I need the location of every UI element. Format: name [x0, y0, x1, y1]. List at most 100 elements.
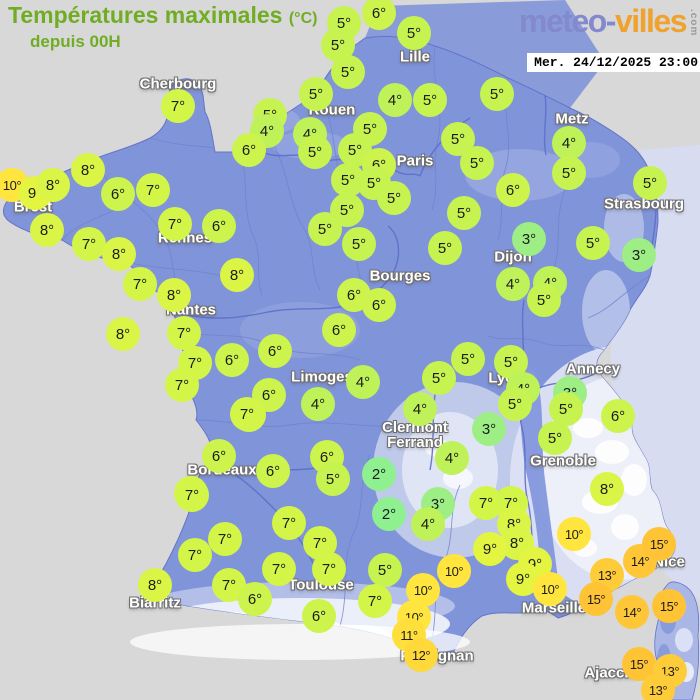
city-label: Grenoble — [530, 452, 596, 470]
temp-bubble: 7° — [136, 173, 170, 207]
temp-bubble: 5° — [397, 16, 431, 50]
temp-bubble: 5° — [451, 342, 485, 376]
temp-bubble: 4° — [496, 267, 530, 301]
temp-bubble: 13° — [641, 673, 675, 700]
temp-bubble: 5° — [480, 77, 514, 111]
city-label: Marseille — [521, 599, 587, 617]
temp-bubble: 7° — [178, 538, 212, 572]
temp-bubble: 7° — [272, 506, 306, 540]
temp-bubble: 10° — [437, 554, 471, 588]
temp-bubble: 9° — [506, 562, 540, 596]
temp-bubble: 8° — [30, 213, 64, 247]
temp-bubble: 9° — [473, 532, 507, 566]
temp-bubble: 4° — [403, 392, 437, 426]
temp-bubble: 2° — [372, 497, 406, 531]
temp-bubble: 5° — [368, 553, 402, 587]
city-label: Annecy — [565, 360, 621, 378]
temp-bubble: 6° — [362, 0, 396, 30]
temp-bubble: 5° — [527, 283, 561, 317]
temp-bubble: 5° — [498, 387, 532, 421]
temp-bubble: 6° — [322, 313, 356, 347]
city-label: Strasbourg — [603, 195, 685, 213]
temp-bubble: 8° — [36, 168, 70, 202]
neighbour-land-east — [610, 145, 700, 600]
temp-bubble: 14° — [615, 595, 649, 629]
page-title: Températures maximales (°C) — [8, 2, 317, 29]
temp-bubble: 3° — [472, 412, 506, 446]
temp-bubble: 4° — [301, 387, 335, 421]
temp-bubble: 5° — [538, 421, 572, 455]
temp-bubble: 4° — [411, 507, 445, 541]
temp-bubble: 5° — [549, 392, 583, 426]
temp-bubble: 5° — [460, 146, 494, 180]
temp-bubble: 3° — [622, 238, 656, 272]
temp-bubble: 5° — [308, 212, 342, 246]
temp-bubble: 5° — [633, 166, 667, 200]
temp-bubble: 6° — [256, 454, 290, 488]
temp-bubble: 2° — [362, 457, 396, 491]
temp-bubble: 6° — [496, 173, 530, 207]
temp-bubble: 10° — [557, 517, 591, 551]
temp-bubble: 7° — [167, 316, 201, 350]
temp-bubble: 4° — [435, 441, 469, 475]
page-title-unit: (°C) — [288, 10, 318, 27]
temp-bubble: 5° — [298, 135, 332, 169]
temp-bubble: 6° — [302, 599, 336, 633]
temp-bubble: 7° — [161, 89, 195, 123]
temp-bubble: 7° — [312, 552, 346, 586]
temp-bubble: 5° — [413, 83, 447, 117]
city-label: Biarritz — [129, 594, 181, 612]
temp-bubble: 7° — [208, 522, 242, 556]
temp-bubble: 5° — [377, 181, 411, 215]
temp-bubble: 7° — [175, 478, 209, 512]
temp-bubble: 8° — [102, 237, 136, 271]
city-label: Lille — [399, 48, 431, 66]
temp-bubble: 6° — [601, 399, 635, 433]
temp-bubble: 5° — [357, 166, 391, 200]
temp-bubble: 7° — [262, 552, 296, 586]
temp-bubble: 5° — [422, 361, 456, 395]
temp-bubble: 7° — [230, 397, 264, 431]
temp-bubble: 4° — [552, 126, 586, 160]
datetime-box: Mer. 24/12/2025 23:00 — [527, 53, 700, 72]
page-subtitle: depuis 00H — [30, 32, 121, 51]
temp-bubble: 10° — [533, 572, 567, 606]
logo-villes-text: villes — [614, 3, 688, 39]
temp-bubble: 15° — [579, 582, 613, 616]
temp-bubble: 8° — [590, 472, 624, 506]
temp-bubble: 6° — [258, 334, 292, 368]
temp-bubble: 8° — [71, 153, 105, 187]
temp-bubble: 5° — [342, 227, 376, 261]
temp-bubble: 5° — [299, 77, 333, 111]
logo-meteo-text: meteo- — [519, 3, 616, 39]
temp-bubble: 4° — [378, 83, 412, 117]
meteo-villes-logo[interactable]: meteo-villes .com — [519, 3, 699, 40]
temp-bubble: 5° — [316, 462, 350, 496]
temp-bubble: 8° — [106, 317, 140, 351]
temp-bubble: 8° — [220, 258, 254, 292]
temp-bubble: 6° — [202, 439, 236, 473]
temp-bubble: 8° — [157, 278, 191, 312]
temp-bubble: 12° — [404, 638, 438, 672]
city-label: Limoges — [291, 368, 353, 386]
temp-bubble: 4° — [250, 114, 284, 148]
temp-bubble: 7° — [165, 368, 199, 402]
page-title-text: Températures maximales — [8, 2, 283, 28]
temp-bubble: 5° — [331, 55, 365, 89]
temp-bubble: 8° — [138, 568, 172, 602]
temp-bubble: 7° — [158, 207, 192, 241]
city-label: Clermont Ferrand — [382, 419, 448, 451]
title-block: Températures maximales (°C) depuis 00H — [8, 2, 317, 52]
temp-bubble: 5° — [428, 231, 462, 265]
temp-bubble: 5° — [321, 28, 355, 62]
temp-bubble: 6° — [232, 133, 266, 167]
temp-bubble: 6° — [101, 177, 135, 211]
temp-bubble: 3° — [512, 222, 546, 256]
temp-bubble: 6° — [362, 288, 396, 322]
temp-bubble: 7° — [358, 584, 392, 618]
city-label: Bourges — [369, 267, 431, 285]
temp-bubble: 5° — [576, 226, 610, 260]
temp-bubble: 7° — [72, 227, 106, 261]
temp-bubble: 5° — [447, 196, 481, 230]
